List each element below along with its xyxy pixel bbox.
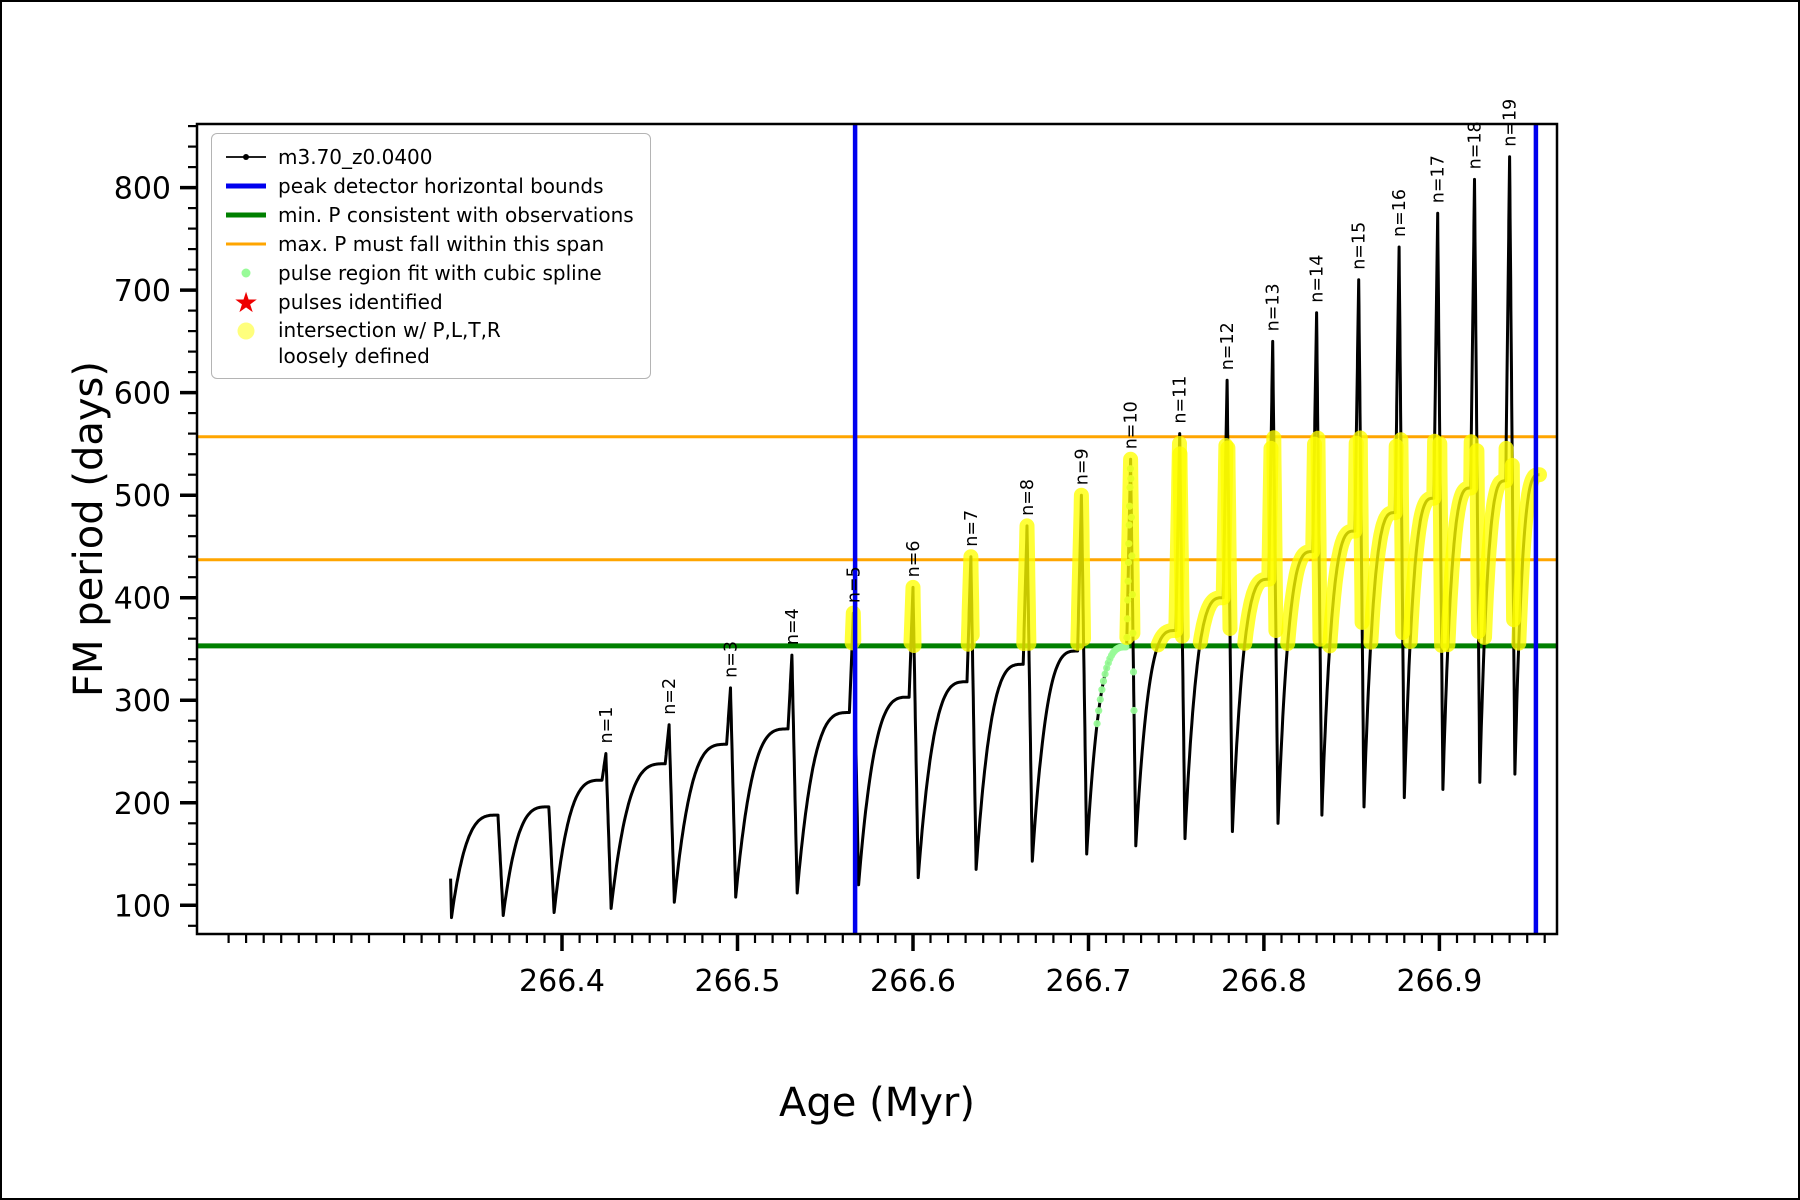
y-tick-label: 800 [114,172,171,207]
pulse-label: n=19 [1501,99,1521,147]
pulse-label: n=11 [1171,376,1191,424]
pulse-label: n=3 [722,641,742,678]
legend-marker-line-icon [226,183,266,189]
pulse-label: n=6 [904,541,924,578]
spline-fit-dot [1129,668,1138,676]
svg-text:★: ★ [233,288,258,316]
x-tick-label: 266.4 [519,964,605,999]
y-tick-label: 300 [114,684,171,719]
intersection-overlay [1310,430,1328,647]
legend-marker-dot-large-icon [237,322,255,340]
legend-marker-dot-icon [241,268,251,278]
legend-item-3: max. P must fall within this span [223,230,634,258]
x-tick-label: 266.6 [870,964,956,999]
pulse-label: n=7 [962,510,982,547]
intersection-overlay [1477,440,1514,645]
legend-item-0: m3.70_z0.0400 [223,143,634,171]
y-tick-label: 700 [114,274,171,309]
pulse-label: n=2 [660,678,680,715]
spline-fit-dot [1130,706,1138,715]
spline-fit-dot [1093,720,1101,728]
legend-marker-star-icon: ★ [233,288,258,316]
legend-item-label: m3.70_z0.0400 [278,145,433,169]
intersection-overlay [1172,446,1190,644]
pulse-label: n=15 [1350,222,1370,270]
legend-marker-line-dot-icon [226,154,266,160]
y-tick-label: 200 [114,787,171,822]
intersection-overlay [1440,434,1479,653]
legend-item-label: intersection w/ P,L,T,R loosely defined [278,318,501,368]
intersection-overlay [1363,438,1404,650]
y-axis-label: FM period (days) [66,361,112,697]
legend-item-label: pulse region fit with cubic spline [278,261,602,285]
pulse-label: n=17 [1429,155,1449,203]
x-axis-label: Age (Myr) [779,1080,975,1126]
legend-item-5: ★ pulses identified [223,288,634,316]
intersection-overlay [1016,518,1037,652]
pulse-label: n=18 [1466,121,1486,169]
spline-fit-dot [1096,695,1104,704]
pulse-label: n=5 [844,566,864,603]
pulse-label: n=4 [783,608,803,645]
y-tick-label: 100 [114,889,171,924]
pulse-label: n=12 [1218,322,1238,370]
pulse-label: n=16 [1390,189,1410,237]
intersection-overlay [1393,432,1411,640]
legend-item-6: intersection w/ P,L,T,R loosely defined [223,317,634,369]
intersection-overlay [1119,451,1141,645]
legend-item-1: peak detector horizontal bounds [223,172,634,200]
y-tick-label: 500 [114,479,171,514]
intersection-overlay [1266,430,1284,638]
pulse-label: n=10 [1122,401,1142,449]
spline-fit-dot [1095,707,1103,715]
legend-item-4: pulse region fit with cubic spline [223,259,634,287]
legend-item-2: min. P consistent with observations [223,201,634,229]
spline-fit-dot [1122,643,1130,651]
intersection-overlay [1280,436,1322,651]
pulse-label: n=13 [1264,283,1284,331]
intersection-overlay [1504,457,1522,628]
x-tick-label: 266.9 [1396,964,1482,999]
y-tick-label: 400 [114,582,171,617]
intersection-overlay [903,579,922,653]
x-tick-label: 266.8 [1221,964,1307,999]
x-tick-label: 266.5 [695,964,781,999]
pulse-label: n=9 [1072,448,1092,485]
fm-period-curve [449,155,1541,920]
y-tick-label: 600 [114,377,171,412]
intersection-overlay [960,549,980,652]
spline-fit-dot [1098,686,1106,694]
intersection-overlay [1402,433,1443,650]
intersection-overlay [1432,436,1450,653]
intersection-overlay [1220,440,1238,636]
intersection-overlay [1352,430,1370,630]
legend-item-label: max. P must fall within this span [278,232,605,256]
legend-marker-line-icon [226,212,266,218]
pulse-label: n=14 [1308,255,1328,303]
pulse-label: n=8 [1018,479,1038,516]
spline-fit-dot [1099,677,1108,685]
intersection-overlay [1469,443,1486,639]
pulse-label: n=1 [597,707,617,744]
legend-item-label: peak detector horizontal bounds [278,174,604,198]
x-tick-label: 266.7 [1046,964,1132,999]
plot-layers: 266.4 266.5 266.6 266.7 266.8 266.9 100 200 300 4… [114,99,1559,999]
intersection-overlay [1070,487,1091,651]
legend-item-label: min. P consistent with observations [278,203,634,227]
spline-fit-dot [1101,670,1109,678]
legend-item-label: pulses identified [278,290,443,314]
legend-marker-line-icon [226,242,266,246]
intersection-overlay [1322,435,1364,654]
